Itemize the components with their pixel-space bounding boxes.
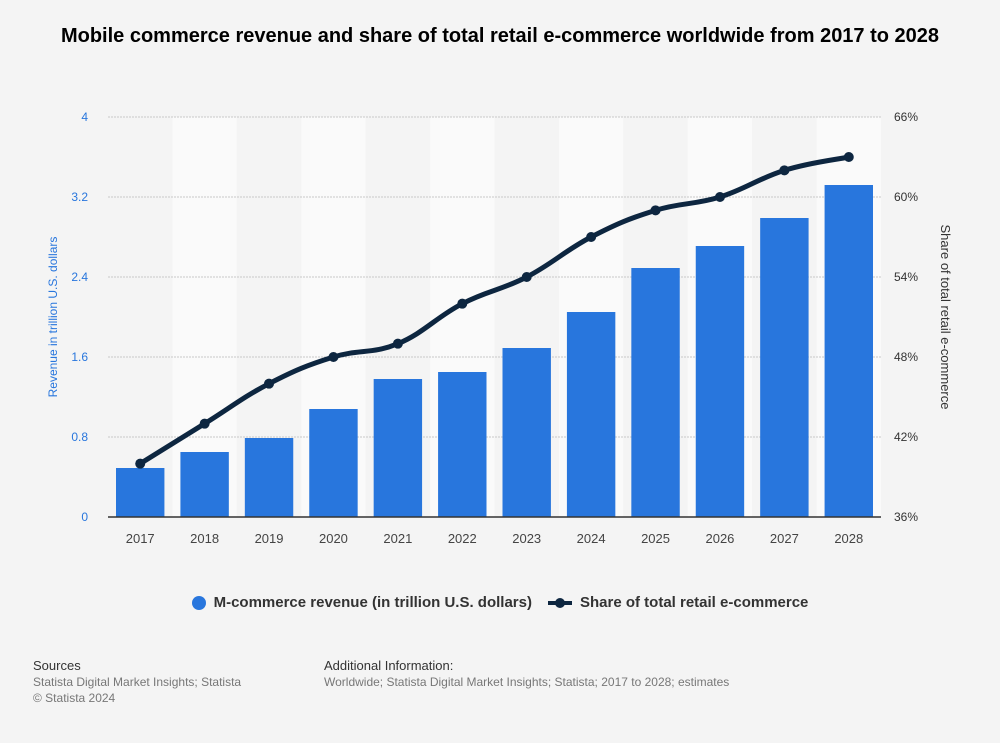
additional-info: Additional Information: Worldwide; Stati… (324, 658, 729, 690)
y-tick-label: 0 (81, 510, 88, 524)
bar (824, 185, 873, 517)
y-tick-label: 4 (81, 110, 88, 124)
share-point (779, 165, 790, 176)
share-point (521, 272, 532, 282)
x-tick-label: 2025 (641, 531, 670, 546)
y-tick-label: 2.4 (71, 270, 88, 284)
x-tick-label: 2023 (512, 531, 541, 546)
x-tick-label: 2019 (255, 531, 284, 546)
share-point (392, 338, 403, 349)
share-point (199, 418, 210, 429)
legend-line-marker (547, 596, 572, 610)
share-point (714, 192, 725, 202)
y-axis-title: Revenue in trillion U.S. dollars (46, 237, 60, 398)
x-tick-label: 2020 (319, 531, 348, 546)
share-point (843, 152, 854, 162)
x-tick-label: 2022 (448, 531, 477, 546)
x-tick-label: 2018 (190, 531, 219, 546)
bar (760, 218, 809, 517)
sources: Sources Statista Digital Market Insights… (33, 658, 241, 706)
legend: M-commerce revenue (in trillion U.S. dol… (0, 594, 1000, 611)
legend-bar-label: M-commerce revenue (in trillion U.S. dol… (213, 594, 532, 611)
bar (116, 468, 165, 517)
bar (695, 246, 745, 517)
legend-item-line[interactable]: Share of total retail e-commerce (547, 594, 809, 611)
x-tick-label: 2028 (834, 531, 863, 546)
y2-tick-label: 42% (894, 430, 918, 444)
copyright: © Statista 2024 (33, 691, 116, 705)
share-point (650, 205, 661, 216)
sources-text: Statista Digital Market Insights; Statis… (33, 675, 242, 689)
share-point (264, 378, 275, 389)
y2-tick-label: 48% (894, 350, 918, 364)
legend-line-label: Share of total retail e-commerce (579, 594, 809, 611)
x-tick-label: 2017 (126, 531, 155, 546)
x-tick-label: 2024 (577, 531, 606, 546)
bar (502, 348, 551, 517)
bar (180, 452, 229, 517)
x-tick-label: 2021 (383, 531, 412, 546)
x-tick-label: 2027 (770, 531, 799, 546)
bar (566, 312, 616, 517)
legend-bar-marker (191, 595, 206, 610)
share-point (328, 352, 339, 362)
share-point (135, 458, 146, 469)
bar (244, 438, 294, 517)
info-title: Additional Information: (324, 658, 454, 673)
share-point (586, 232, 597, 242)
y-tick-label: 1.6 (71, 350, 88, 364)
bar (309, 409, 358, 517)
y-tick-label: 0.8 (71, 430, 88, 444)
sources-title: Sources (33, 658, 81, 673)
share-line (138, 154, 850, 466)
y-tick-label: 3.2 (71, 190, 88, 204)
bar (373, 379, 423, 517)
legend-item-bar[interactable]: M-commerce revenue (in trillion U.S. dol… (191, 594, 532, 611)
column-band (172, 117, 237, 517)
y2-tick-label: 60% (894, 190, 918, 204)
bar (631, 268, 680, 517)
y2-tick-label: 66% (894, 110, 918, 124)
chart-title: Mobile commerce revenue and share of tot… (60, 25, 940, 47)
y2-tick-label: 54% (894, 270, 918, 284)
share-point (457, 298, 468, 309)
info-text: Worldwide; Statista Digital Market Insig… (324, 675, 730, 689)
column-band (108, 117, 173, 517)
x-tick-label: 2026 (705, 531, 734, 546)
y2-tick-label: 36% (894, 510, 918, 524)
y2-axis-title: Share of total retail e-commerce (938, 225, 953, 410)
bar (438, 372, 487, 517)
